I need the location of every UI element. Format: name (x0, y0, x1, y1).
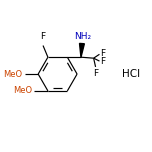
Text: HCl: HCl (122, 69, 140, 79)
Polygon shape (79, 43, 84, 57)
Text: MeO: MeO (13, 86, 32, 95)
Text: NH₂: NH₂ (74, 32, 92, 41)
Text: F: F (100, 49, 105, 58)
Text: MeO: MeO (3, 70, 23, 79)
Text: F: F (40, 32, 46, 41)
Text: F: F (93, 69, 98, 78)
Text: F: F (100, 57, 105, 66)
